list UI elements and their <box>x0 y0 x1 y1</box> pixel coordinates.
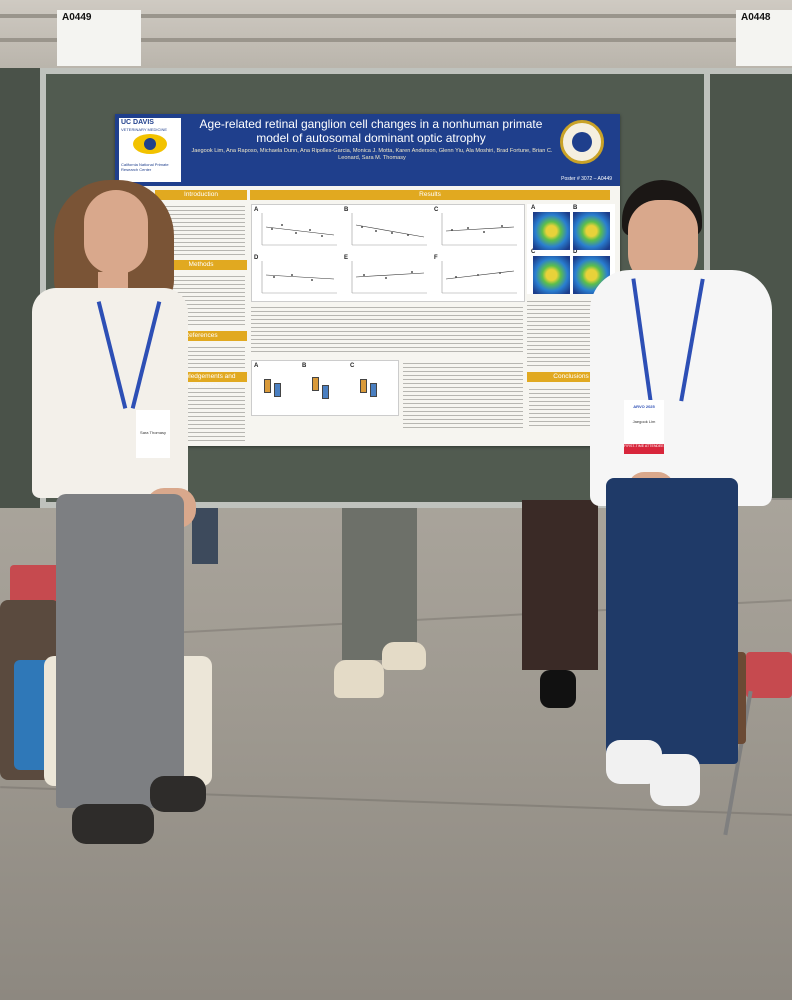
ceiling-truss <box>0 38 792 42</box>
logo-center-name: California National Primate Research Cen… <box>121 162 169 172</box>
boxplot-box <box>370 383 377 397</box>
fundus-figure: A B C D <box>527 204 615 294</box>
boxplot-box <box>322 385 329 399</box>
fundus-letter: C <box>531 249 536 255</box>
shoe <box>334 660 384 698</box>
section-references: References <box>155 331 247 341</box>
visitor-legs-right <box>522 500 598 670</box>
boxplot-caption-text <box>403 360 523 430</box>
fundus-letter: D <box>573 249 578 255</box>
section-methods: Methods <box>155 260 247 270</box>
results-scatter-figure: A B C D E F <box>251 204 525 302</box>
badge-event: ARVO 2025 <box>633 404 655 409</box>
booth-sign-left-number: A0449 <box>62 12 92 23</box>
badge-name: Sara Thomasy <box>140 430 166 435</box>
sneaker <box>650 754 700 806</box>
fundus-letter: B <box>573 205 578 211</box>
name-badge-left: Sara Thomasy <box>136 410 170 458</box>
poster-number: Poster # 3072 – A0449 <box>561 176 612 182</box>
ceiling-truss <box>0 14 792 18</box>
visitor-legs-center <box>342 508 417 660</box>
logo-subtitle: VETERINARY MEDICINE <box>121 127 168 132</box>
section-introduction: Introduction <box>155 190 247 200</box>
figure-caption-text <box>251 304 523 354</box>
gray-trousers <box>56 494 184 808</box>
shoe <box>150 776 206 812</box>
section-conclusions: Conclusions <box>527 372 615 382</box>
fundus-letter: A <box>531 205 536 211</box>
boxplot-letter: C <box>350 363 355 369</box>
logo-ucdavis-text: UC DAVIS <box>121 119 154 126</box>
poster-authors: Jaegook Lim, Ana Raposo, Michaela Dunn, … <box>191 148 553 161</box>
fundus-image <box>533 256 570 294</box>
boxplot-box <box>360 379 367 393</box>
booth-sign-right-number: A0448 <box>741 12 771 23</box>
university-seal-icon <box>560 120 604 164</box>
boxplot-box <box>312 377 319 391</box>
section-results: Results <box>250 190 610 200</box>
shoe <box>382 642 426 670</box>
jeans <box>606 478 738 764</box>
fundus-image <box>573 212 610 250</box>
figure-letter: F <box>434 255 438 261</box>
poster-header: UC DAVIS VETERINARY MEDICINE California … <box>115 114 620 186</box>
eye-icon <box>133 134 167 154</box>
boxplot-figure: A B C <box>251 360 399 416</box>
boxplot-letter: A <box>254 363 259 369</box>
research-poster: UC DAVIS VETERINARY MEDICINE California … <box>115 114 620 446</box>
fundus-image <box>533 212 570 250</box>
badge-name: Jaegook Lim <box>632 419 656 424</box>
booth-sign-right: A0448 <box>736 10 792 66</box>
figure-letter: E <box>344 255 349 261</box>
patterned-blouse <box>32 288 188 498</box>
shoe <box>540 670 576 708</box>
figure-letter: A <box>254 207 259 213</box>
figure-letter: D <box>254 255 259 261</box>
booth-sign-left: A0449 <box>57 10 141 66</box>
boxplot-letter: B <box>302 363 307 369</box>
name-badge-right: ARVO 2025 Jaegook Lim FIRST-TIME ATTENDE… <box>624 400 664 454</box>
chair <box>746 652 792 698</box>
face <box>84 190 148 274</box>
boxplot-box <box>274 383 281 397</box>
boxplot-box <box>264 379 271 393</box>
figure-letter: B <box>344 207 349 213</box>
visitor-legs-back <box>192 508 218 564</box>
figure-letter: C <box>434 207 439 213</box>
scatter-plots <box>261 213 517 294</box>
badge-ribbon: FIRST-TIME ATTENDEE <box>624 444 664 454</box>
poster-logo: UC DAVIS VETERINARY MEDICINE California … <box>119 118 181 182</box>
poster-title: Age-related retinal ganglion cell change… <box>199 117 543 145</box>
shoe <box>72 804 154 844</box>
